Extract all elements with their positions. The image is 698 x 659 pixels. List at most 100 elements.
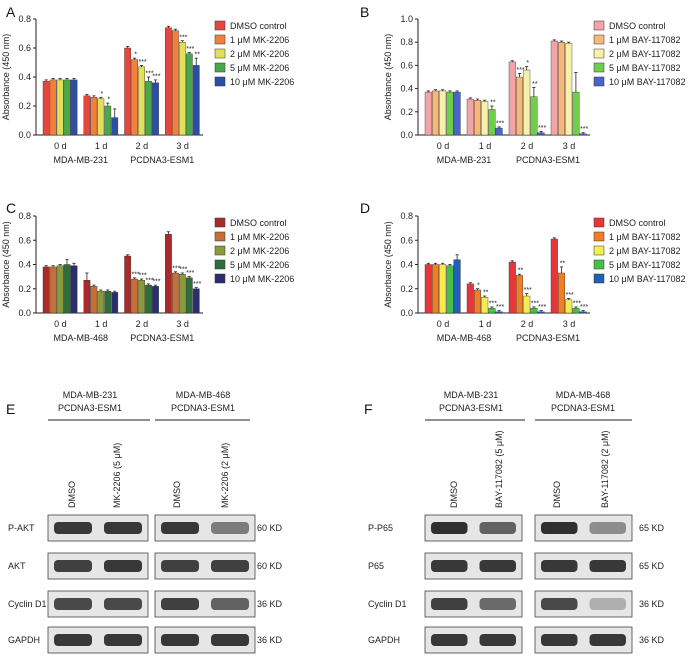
blot-e-size-label: 36 KD [257,599,283,609]
panel-b-bar [481,101,489,136]
panel-b-bar [432,90,440,136]
panel-d-legend-label: 5 μM BAY-117082 [609,260,681,270]
blot-e-band [211,522,249,534]
panel-d-bar [488,307,496,314]
panel-c-bar [49,266,57,314]
panel-b-x-tick-label: 3 d [563,141,576,151]
blot-f-band [541,560,578,572]
panel-a-significance-label: *** [186,46,194,53]
panel-d-significance-label: ** [518,268,524,275]
blot-f-band [589,634,626,646]
blot-f-band [541,598,578,610]
blot-e-group1-line1: MDA-MB-231 [63,390,118,400]
blot-e-band [54,560,92,572]
panel-b-bar [495,127,503,136]
blot-e-band [161,522,199,534]
panel-b-significance-label: *** [496,120,504,127]
panel-d-x-tick-label: 1 d [479,319,492,329]
panel-d-x-tick-label: 0 d [437,319,450,329]
panel-c-chart: C 0.0 0.2 0.4 0.6 0.8 Absorbance (450 nm) 0 d 1… [1,200,294,343]
panel-b-significance-label: ** [532,81,538,88]
panel-d-significance-label: *** [531,300,539,307]
panel-b-bar [565,43,573,136]
blot-f-group2-line2: PCDNA3-ESM1 [551,403,615,413]
panel-d-bar [572,307,580,314]
panel-d-significance-label: *** [566,292,574,299]
blot-f-band [589,522,626,534]
panel-b-y-tick-label: 0.4 [400,84,413,94]
blot-f-lane-2-label: BAY-117082 (5 μM) [494,430,504,508]
panel-b-y-label: Absorbance (450 nm) [383,34,393,121]
panel-c-bar [42,266,50,314]
panel-a-significance-label: *** [145,71,153,78]
panel-d-significance-label: *** [538,304,546,311]
panel-b-bar [446,91,454,136]
panel-d-y-tick-label: 0.4 [400,260,413,270]
panel-b-bar [424,91,432,136]
panel-a-bar [131,59,138,136]
panel-c-y-tick-label: 0.8 [18,211,31,221]
blot-e-lane-2-label: MK-2206 (5 μM) [112,443,122,508]
panel-c-legend-label: DMSO control [230,218,287,228]
panel-b-legend-label: 5 μM BAY-117082 [609,63,681,73]
panel-b-y-tick-label: 0.8 [400,37,413,47]
panel-c-bar [63,264,71,314]
panel-a-y-tick-label: 0.8 [18,14,31,24]
panel-b-group-label-cell: MDA-MB-231 [437,155,492,165]
blot-f-band [479,598,516,610]
panel-c-bar [171,272,179,314]
panel-d-significance-label: *** [496,304,504,311]
panel-d-significance-label: * [477,282,480,289]
panel-d-bar [446,265,454,314]
panel-d-bar [439,264,447,314]
panel-d-legend-label: 2 μM BAY-117082 [609,246,681,256]
blot-f-protein-label: P-P65 [368,523,393,533]
panel-d-group-label-cell: MDA-MB-468 [437,333,492,343]
panel-d-bar [579,311,587,314]
panel-c-significance-label: *** [193,281,201,288]
panel-b-x-tick-label: 2 d [521,141,534,151]
panel-c-bar [83,280,91,314]
panel-b-legend-swatch [593,62,605,73]
panel-b-chart: B 0.0 0.2 0.4 0.6 0.8 1.0 Absorbance (450 nm) 0… [360,4,686,165]
panel-a-legend-label: 10 μM MK-2206 [230,77,294,87]
panel-a-bar [111,117,119,136]
blot-f-protein-label: P65 [368,561,384,571]
panel-a-bar [56,79,64,136]
panel-d-significance-label: *** [580,304,588,311]
western-blot-f: F MDA-MB-231 PCDNA3-ESM1 MDA-MB-468 PCDN… [364,390,665,654]
blot-f-size-label: 36 KD [639,599,665,609]
panel-a-significance-label: * [107,97,110,104]
panel-c-group-label-cell: MDA-MB-468 [53,333,108,343]
panel-d-group-label-plasmid: PCDNA3-ESM1 [516,333,580,343]
panel-a-bar [83,95,91,136]
panel-c-bar [138,280,145,314]
panel-a-y-tick-label: 0.0 [18,130,31,140]
panel-a-bar [42,81,50,136]
blot-e-lane-4-label: MK-2206 (2 μM) [220,443,230,508]
panel-f-letter: F [364,401,373,417]
blot-e-band [211,634,249,646]
blot-f-band [541,522,578,534]
blot-e-protein-label: P-AKT [8,523,35,533]
panel-a-legend-label: 1 μM MK-2206 [230,35,289,45]
panel-a-legend-swatch [214,62,226,73]
panel-c-y-tick-label: 0.0 [18,308,31,318]
panel-c-bar [97,290,105,314]
panel-a-significance-label: * [134,52,137,59]
blot-e-group2-line2: PCDNA3-ESM1 [171,403,235,413]
panel-c-significance-label: *** [186,270,194,277]
panel-a-bar [165,27,172,136]
panel-d-bar [516,275,524,314]
blot-f-band [431,560,468,572]
blot-e-size-label: 36 KD [257,635,283,645]
panel-c-bar [178,274,186,314]
panel-b-letter: B [360,4,369,20]
panel-b-bar [537,132,545,136]
blot-f-band [479,560,516,572]
panel-a-significance-label: * [100,91,103,98]
panel-d-y-tick-label: 0.0 [400,308,413,318]
panel-b-bar [523,69,531,136]
panel-d-bar [523,295,531,314]
panel-b-significance-label: * [526,60,529,67]
